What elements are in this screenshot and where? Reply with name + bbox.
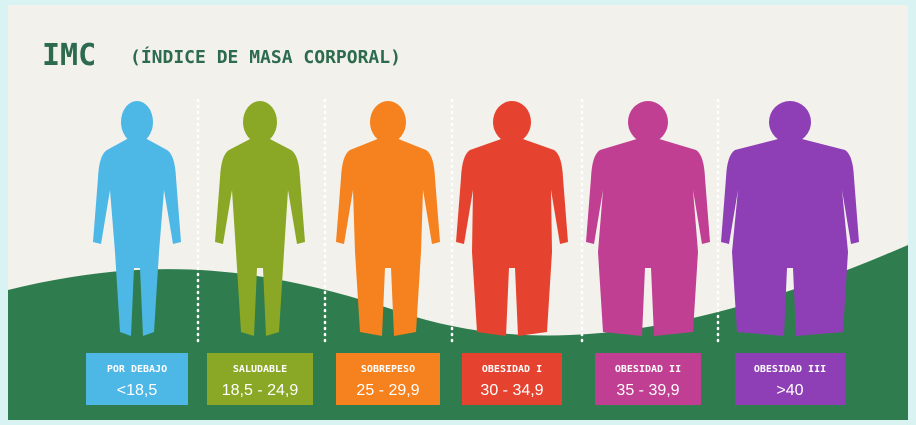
head (769, 101, 811, 143)
range-label: <18,5 (117, 382, 158, 399)
subtitle: (ÍNDICE DE MASA CORPORAL) (130, 46, 401, 68)
head (493, 101, 531, 143)
category-label: POR DEBAJO (107, 364, 167, 375)
head (121, 101, 153, 143)
category-label: OBESIDAD I (482, 364, 542, 375)
category-label: OBESIDAD II (615, 364, 681, 375)
page: IMC (ÍNDICE DE MASA CORPORAL) POR DEBAJO… (0, 0, 916, 425)
range-label: 25 - 29,9 (356, 382, 419, 399)
title: IMC (42, 38, 96, 73)
infographic: IMC (ÍNDICE DE MASA CORPORAL) POR DEBAJO… (0, 0, 916, 425)
range-label: 18,5 - 24,9 (222, 382, 299, 399)
head (628, 101, 668, 143)
head (370, 101, 406, 143)
range-label: 35 - 39,9 (616, 382, 679, 399)
range-label: 30 - 34,9 (480, 382, 543, 399)
head (243, 101, 277, 143)
category-label: SOBREPESO (361, 364, 415, 375)
range-label: >40 (776, 382, 803, 399)
category-label: SALUDABLE (233, 364, 287, 375)
category-label: OBESIDAD III (754, 364, 826, 375)
